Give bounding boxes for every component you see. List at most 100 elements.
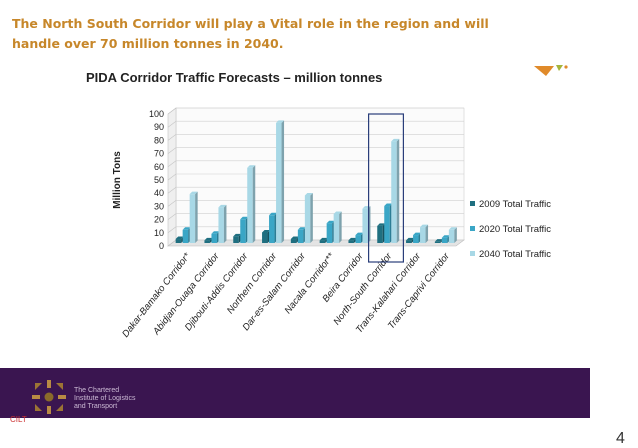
y-tick-label: 90 (154, 122, 164, 132)
bar (406, 240, 412, 243)
bar (413, 235, 419, 243)
bar (204, 240, 210, 243)
bar-side (281, 120, 285, 243)
gridline (167, 213, 177, 220)
bar (290, 239, 297, 243)
bar-top (297, 227, 306, 230)
bar-top (326, 220, 335, 224)
bar (247, 167, 253, 243)
bar-top (240, 216, 249, 220)
gridline (167, 134, 177, 141)
bar (348, 240, 354, 243)
gridline (167, 239, 177, 247)
legend-label: 2040 Total Traffic (479, 249, 551, 260)
y-tick-label: 80 (154, 135, 164, 145)
bar (420, 227, 426, 243)
bar (441, 237, 448, 243)
bar-top (175, 236, 184, 240)
legend-label: 2020 Total Traffic (479, 224, 551, 235)
bar-top (218, 204, 227, 208)
bar-top (441, 235, 450, 238)
bar (297, 229, 304, 243)
logo-text-line: The Chartered (74, 387, 120, 394)
y-tick-label: 10 (154, 228, 164, 238)
logo-text-line: and Transport (74, 403, 118, 410)
bar-top (182, 227, 191, 230)
bar-top (420, 224, 429, 228)
bar (355, 235, 361, 243)
bar (276, 122, 282, 243)
bar-top (290, 236, 299, 240)
y-tick-label: 40 (154, 188, 164, 198)
bar (304, 195, 311, 243)
bar-side (223, 204, 227, 243)
y-tick-label: 50 (154, 175, 164, 185)
bar (319, 240, 326, 243)
y-tick-label: 20 (154, 215, 164, 225)
logo-text: The Chartered Institute of Logistics and… (74, 387, 194, 411)
bar (326, 223, 333, 243)
bar-top (247, 165, 256, 168)
logo-text-line: Institute of Logistics (74, 395, 136, 402)
gridline (167, 186, 177, 194)
bar (262, 232, 268, 243)
bar-side (195, 191, 198, 243)
bar-top (391, 138, 400, 142)
chart-title: PIDA Corridor Traffic Forecasts – millio… (86, 70, 383, 85)
bar (182, 229, 189, 243)
bar-top (262, 229, 271, 233)
bar-top (384, 203, 393, 207)
brand-mark-icon (534, 65, 568, 76)
headline: The North South Corridor will play a Vit… (12, 16, 489, 51)
footer-band (0, 368, 590, 418)
bar-top (269, 212, 278, 216)
x-tick-label: Northern Corridor (225, 250, 280, 316)
highlight-box (368, 113, 405, 263)
bar-side (310, 192, 313, 243)
bar (391, 141, 397, 243)
y-tick-label: 70 (154, 149, 164, 159)
bar (233, 236, 239, 243)
y-axis-label: Million Tons (112, 151, 123, 209)
gridline (167, 147, 177, 154)
bar (218, 207, 224, 243)
y-tick-label: 60 (154, 162, 164, 172)
bar-top (377, 223, 386, 226)
bar-top (448, 227, 457, 230)
gridline (167, 200, 177, 207)
y-tick-label: 100 (149, 109, 164, 119)
legend-swatch (470, 201, 475, 206)
gridline (167, 160, 177, 168)
bar (240, 219, 246, 243)
bar (362, 208, 368, 243)
y-tick-label: 0 (159, 241, 164, 251)
bar-top (333, 211, 342, 214)
bar-side (425, 224, 429, 243)
bar-top (348, 237, 357, 241)
legend-label: 2009 Total Traffic (479, 199, 551, 210)
legend-swatch (470, 226, 475, 231)
bar (333, 213, 340, 243)
gridline (167, 120, 177, 128)
bar-top (434, 239, 443, 242)
bar-top (204, 237, 213, 241)
small-logo-mark: CILT (10, 415, 27, 424)
bar-top (233, 233, 242, 237)
bar-top (304, 192, 313, 196)
cilt-logo-icon (32, 380, 66, 414)
bar-side (454, 227, 457, 243)
bar (211, 233, 217, 243)
bar-top (355, 232, 364, 236)
bar (448, 229, 455, 243)
gridline (167, 107, 177, 115)
bar-top (211, 231, 220, 234)
bar (434, 241, 441, 243)
bar (377, 225, 383, 243)
bar-top (276, 120, 285, 123)
bar (175, 239, 182, 243)
bar-top (406, 237, 415, 241)
bar-side (339, 211, 342, 243)
bar-top (319, 237, 328, 241)
bar (189, 194, 196, 243)
